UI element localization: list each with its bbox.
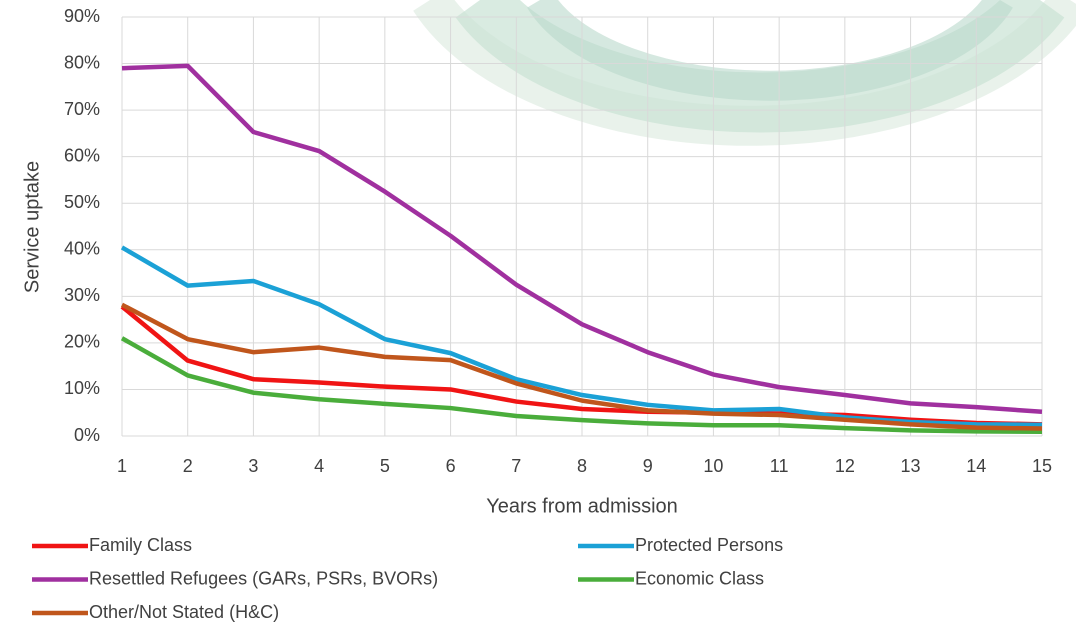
x-tick-label: 13 [901,456,921,476]
y-tick-label: 10% [64,378,100,398]
legend-label: Resettled Refugees (GARs, PSRs, BVORs) [89,568,438,588]
legend-label: Economic Class [635,568,764,588]
x-tick-label: 9 [643,456,653,476]
x-tick-label: 7 [511,456,521,476]
x-tick-label: 5 [380,456,390,476]
series-line [120,302,1043,431]
y-axis-title: Service uptake [21,161,43,293]
y-tick-label: 40% [64,239,100,259]
x-tick-label: 15 [1032,456,1052,476]
legend-label: Protected Persons [635,535,783,555]
x-tick-label: 8 [577,456,587,476]
y-tick-label: 60% [64,145,100,165]
y-tick-label: 70% [64,99,100,119]
y-tick-label: 30% [64,285,100,305]
x-tick-label: 10 [703,456,723,476]
x-tick-label: 11 [770,456,789,476]
legend-label: Other/Not Stated (H&C) [89,602,279,622]
x-tick-label: 6 [446,456,456,476]
x-axis-title: Years from admission [486,495,678,517]
y-tick-label: 0% [74,425,100,445]
background-decoration [413,0,1076,146]
y-tick-label: 20% [64,332,100,352]
series-line [120,336,1043,435]
x-tick-label: 3 [248,456,258,476]
x-tick-label: 12 [835,456,855,476]
x-tick-label: 4 [314,456,324,476]
x-tick-label: 2 [183,456,193,476]
series-line [121,63,1043,415]
series-line [120,304,1043,427]
x-tick-label: 1 [117,456,127,476]
legend-label: Family Class [89,535,192,555]
y-tick-label: 80% [64,52,100,72]
y-tick-label: 50% [64,192,100,212]
x-tick-label: 14 [966,456,986,476]
y-tick-label: 90% [64,6,100,26]
series-line [120,245,1043,428]
